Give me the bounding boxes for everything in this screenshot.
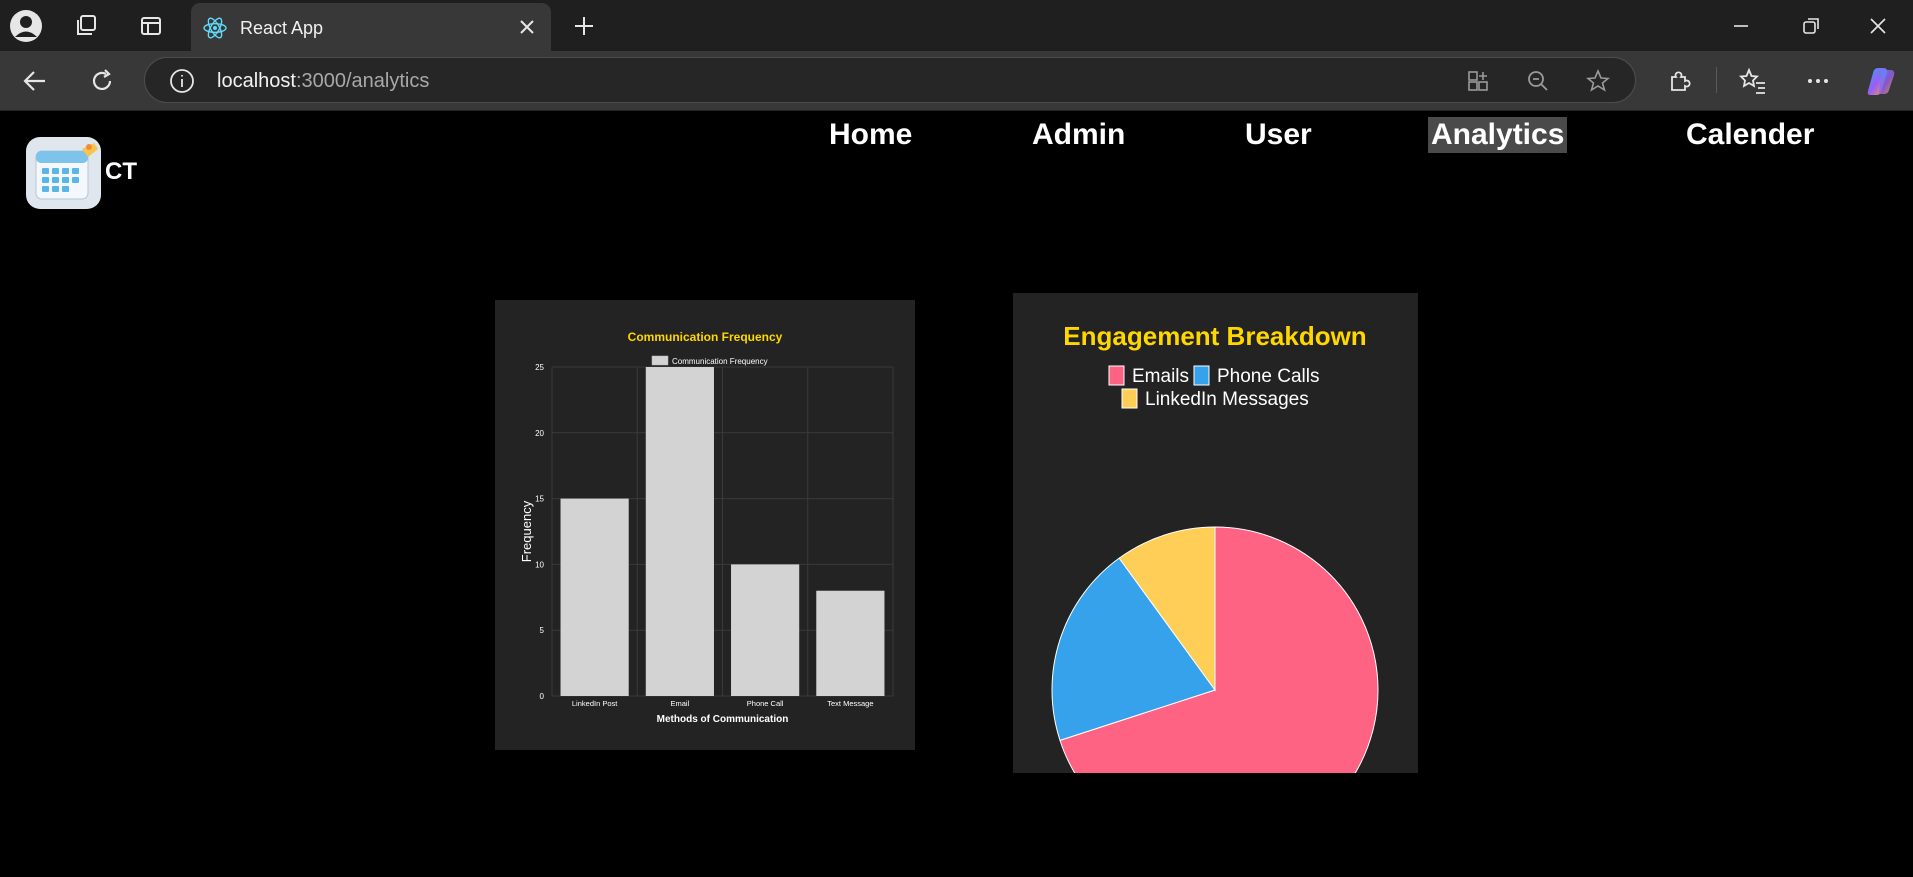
url-path: :3000/analytics xyxy=(295,70,430,92)
zoom-out-icon[interactable] xyxy=(1525,68,1551,94)
bar xyxy=(645,367,714,696)
favorites-icon[interactable] xyxy=(1736,64,1770,98)
legend-swatch xyxy=(651,355,669,366)
nav-calender[interactable]: Calender xyxy=(1686,118,1815,151)
toolbar-divider xyxy=(1716,67,1717,93)
legend-label: Phone Calls xyxy=(1217,366,1319,387)
reload-icon[interactable] xyxy=(85,64,119,98)
x-axis-label: Methods of Communication xyxy=(657,714,789,725)
browser-toolbar: localhost:3000/analytics xyxy=(0,51,1913,110)
nav-analytics[interactable]: Analytics xyxy=(1428,117,1568,153)
x-tick-label: LinkedIn Post xyxy=(572,699,618,708)
chart-title: Engagement Breakdown xyxy=(1063,321,1366,351)
browser-tab-bar: React App xyxy=(0,0,1913,51)
y-tick-label: 15 xyxy=(535,495,544,504)
new-tab-icon[interactable] xyxy=(568,10,600,42)
address-bar[interactable]: localhost:3000/analytics xyxy=(144,57,1636,103)
chart-title: Communication Frequency xyxy=(628,330,783,344)
analytics-page: CT Home Admin User Analytics Calender Co… xyxy=(0,110,1913,877)
x-tick-label: Phone Call xyxy=(747,699,784,708)
communication-frequency-chart: Communication Frequency Communication Fre… xyxy=(519,330,894,725)
bar xyxy=(560,498,629,696)
communication-frequency-card: Communication Frequency Communication Fre… xyxy=(495,300,915,750)
workspaces-icon[interactable] xyxy=(70,10,102,42)
extensions-icon[interactable] xyxy=(1663,64,1697,98)
url-host: localhost xyxy=(217,70,296,92)
profile-icon[interactable] xyxy=(8,8,44,44)
url-text[interactable]: localhost:3000/analytics xyxy=(217,70,429,93)
y-tick-label: 20 xyxy=(535,429,544,438)
pie-slice xyxy=(1051,557,1216,742)
legend-swatch xyxy=(1108,365,1125,386)
bar xyxy=(731,564,800,696)
restore-icon[interactable] xyxy=(1795,10,1827,42)
close-window-icon[interactable] xyxy=(1862,10,1894,42)
favorite-star-icon[interactable] xyxy=(1585,68,1611,94)
legend-swatch xyxy=(1121,388,1138,409)
more-options-icon[interactable] xyxy=(1801,64,1835,98)
calendar-logo[interactable] xyxy=(26,137,101,209)
legend-swatch xyxy=(1193,365,1210,386)
y-tick-label: 10 xyxy=(535,560,544,569)
pie-slice xyxy=(1118,526,1216,692)
engagement-breakdown-card: Engagement Breakdown Emails Phone Calls Lin… xyxy=(1013,293,1418,854)
nav-home[interactable]: Home xyxy=(829,118,913,151)
react-icon xyxy=(202,15,228,46)
app-available-icon[interactable] xyxy=(1465,68,1491,94)
y-axis-label: Frequency xyxy=(519,500,534,562)
copilot-icon[interactable] xyxy=(1862,62,1900,100)
back-icon[interactable] xyxy=(18,64,52,98)
engagement-breakdown-chart: Engagement Breakdown Emails Phone CallsLin… xyxy=(1051,321,1379,854)
y-tick-label: 0 xyxy=(540,692,545,701)
x-tick-label: Email xyxy=(670,699,689,708)
legend-label: Communication Frequency xyxy=(672,357,768,366)
browser-tab[interactable]: React App xyxy=(191,3,551,51)
nav-admin[interactable]: Admin xyxy=(1032,118,1126,151)
bar xyxy=(816,590,885,696)
minimize-icon[interactable] xyxy=(1725,10,1757,42)
tab-title: React App xyxy=(240,18,324,38)
y-tick-label: 25 xyxy=(535,363,544,372)
nav-user[interactable]: User xyxy=(1245,118,1312,151)
site-info-icon[interactable] xyxy=(169,68,195,94)
x-tick-label: Text Message xyxy=(827,699,873,708)
close-tab-icon[interactable] xyxy=(515,15,539,44)
legend-label: LinkedIn Messages xyxy=(1145,389,1309,410)
logo-text: CT xyxy=(105,158,137,185)
legend-label: Emails xyxy=(1132,366,1189,387)
y-tick-label: 5 xyxy=(540,626,545,635)
tab-actions-icon[interactable] xyxy=(135,10,167,42)
